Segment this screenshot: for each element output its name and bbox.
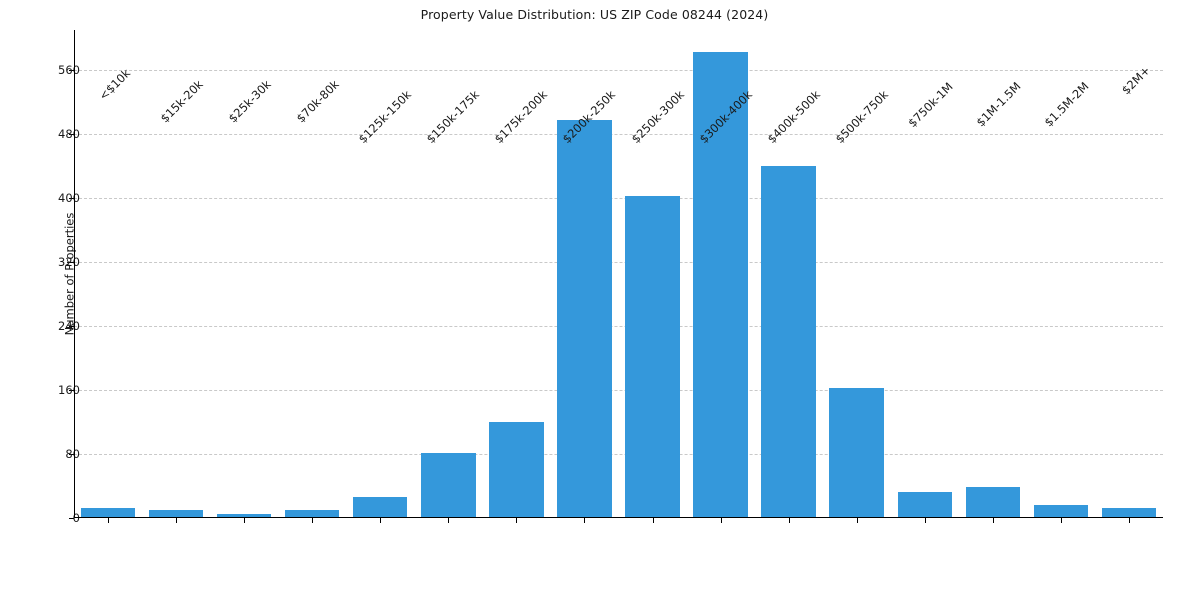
gridline	[74, 390, 1163, 391]
chart-title: Property Value Distribution: US ZIP Code…	[420, 7, 769, 22]
bar	[1101, 508, 1157, 518]
x-tick-mark	[448, 518, 450, 523]
bar	[148, 510, 204, 518]
y-tick-mark	[69, 326, 74, 327]
x-tick-mark	[1060, 518, 1062, 523]
bar	[897, 492, 952, 518]
bar	[353, 497, 408, 518]
bar	[693, 52, 748, 518]
axes-frame	[74, 30, 1163, 518]
gridline	[74, 198, 1163, 199]
bar	[557, 120, 612, 518]
y-tick-label: 0	[72, 511, 80, 525]
x-tick-mark	[176, 518, 178, 523]
y-tick-mark	[69, 70, 74, 71]
x-tick-mark	[652, 518, 654, 523]
bar	[421, 453, 476, 518]
y-tick-label: 320	[58, 255, 80, 269]
plot-area: Number of Properties 0 80 160 240 320 400 480 5…	[58, 30, 1163, 525]
gridline	[74, 326, 1163, 327]
gridline	[74, 134, 1163, 135]
x-tick-mark	[720, 518, 722, 523]
y-tick-mark	[69, 198, 74, 199]
bar	[761, 166, 816, 518]
bar	[284, 510, 340, 518]
x-tick-mark	[924, 518, 926, 523]
y-tick-label: 480	[58, 127, 80, 141]
y-tick-label: 80	[65, 447, 80, 461]
bar	[216, 514, 272, 518]
x-tick-mark	[380, 518, 382, 523]
y-tick-mark	[69, 262, 74, 263]
bar	[965, 486, 1021, 518]
x-tick-mark	[788, 518, 790, 523]
bar	[1033, 505, 1089, 518]
x-tick-mark	[1128, 518, 1130, 523]
gridline	[74, 70, 1163, 71]
bar	[625, 195, 680, 518]
y-tick-mark	[69, 518, 74, 519]
x-tick-mark	[516, 518, 518, 523]
bar	[489, 422, 544, 518]
x-tick-mark	[108, 518, 110, 523]
bar	[80, 508, 136, 518]
x-tick-mark	[992, 518, 994, 523]
y-tick-label: 400	[58, 191, 80, 205]
y-tick-mark	[69, 134, 74, 135]
bar-series	[74, 30, 1163, 518]
y-tick-label: 560	[58, 63, 80, 77]
x-tick-mark	[584, 518, 586, 523]
x-tick-mark	[312, 518, 314, 523]
y-tick-mark	[69, 390, 74, 391]
x-tick-mark	[244, 518, 246, 523]
bar	[829, 387, 884, 518]
gridline	[74, 454, 1163, 455]
x-tick-mark	[856, 518, 858, 523]
y-tick-mark	[69, 454, 74, 455]
gridline	[74, 262, 1163, 263]
y-tick-label: 240	[58, 319, 80, 333]
y-tick-label: 160	[58, 383, 80, 397]
